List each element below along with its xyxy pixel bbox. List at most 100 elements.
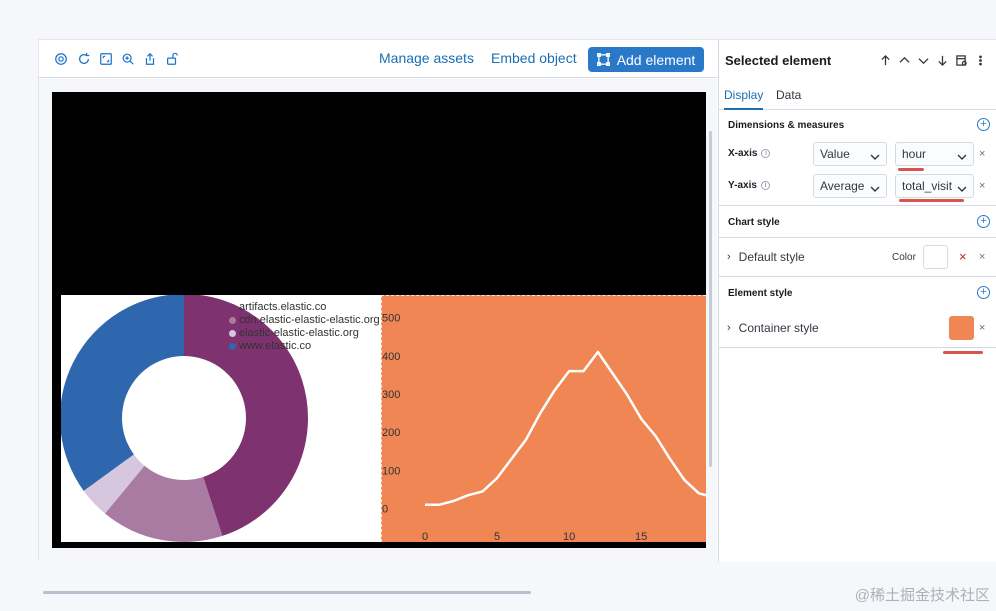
y-axis-label-text: Y-axis — [728, 180, 757, 191]
legend-item: elastic-elastic-elastic.org — [229, 327, 380, 340]
x-axis-label: X-axis i — [728, 148, 771, 159]
legend-swatch — [229, 317, 236, 324]
workpad-page[interactable]: artifacts.elastic.co cdn.elastic-elastic… — [52, 92, 714, 548]
tab-display[interactable]: Display — [724, 88, 764, 110]
color-swatch[interactable] — [923, 245, 948, 269]
chart-style-heading: Chart style — [728, 217, 780, 228]
vertical-scrollbar[interactable] — [709, 131, 712, 467]
legend-item: www.elastic.co — [229, 340, 380, 353]
remove-x-axis-icon[interactable]: × — [979, 148, 986, 160]
watermark: @稀土掘金技术社区 — [854, 587, 990, 604]
more-options-icon[interactable] — [974, 54, 987, 67]
info-icon[interactable]: i — [761, 149, 771, 158]
legend-item: artifacts.elastic.co — [229, 301, 380, 314]
x-tick-label: 0 — [422, 531, 428, 542]
y-axis-label: Y-axis i — [728, 180, 770, 191]
container-color-swatch[interactable] — [949, 316, 974, 340]
y-axis-field-value: total_visit — [902, 179, 953, 193]
default-style-label: Default style — [738, 250, 805, 264]
chevron-down-icon — [957, 150, 967, 160]
sidebar-title: Selected element — [725, 53, 832, 68]
x-axis-field-select[interactable]: hour — [895, 142, 974, 166]
line-chart-element[interactable]: 0 100 200 300 400 500 0 5 10 15 — [381, 295, 714, 543]
add-chart-style-icon[interactable]: + — [977, 215, 990, 228]
element-icon — [596, 53, 610, 66]
remove-y-axis-icon[interactable]: × — [979, 180, 986, 192]
legend-label: cdn.elastic-elastic-elastic.org — [239, 314, 380, 326]
chevron-right-icon: › — [727, 322, 731, 334]
series-line — [425, 350, 714, 506]
x-axis-function-select[interactable]: Value — [813, 142, 887, 166]
element-style-section: Element style + › Container style × — [719, 277, 996, 354]
legend-swatch — [229, 304, 236, 311]
canvas-editor: Manage assets Embed object Add element a… — [38, 39, 996, 594]
y-tick-label: 400 — [382, 351, 400, 363]
horizontal-scrollbar[interactable] — [43, 591, 531, 594]
pie-slice — [83, 454, 145, 514]
container-style-toggle[interactable]: › Container style — [727, 321, 819, 335]
add-element-style-icon[interactable]: + — [977, 286, 990, 299]
pie-slice — [104, 465, 223, 542]
workpad-toolbar: Manage assets Embed object Add element — [39, 40, 717, 78]
refresh-icon[interactable] — [76, 51, 92, 67]
embed-object-link[interactable]: Embed object — [491, 50, 577, 66]
add-element-label: Add element — [616, 51, 696, 68]
remove-container-style-icon[interactable]: × — [979, 322, 986, 334]
y-axis-field-select[interactable]: total_visit — [895, 174, 974, 198]
share-icon[interactable] — [142, 51, 158, 67]
pie-slice — [60, 294, 184, 491]
container-style-label: Container style — [738, 321, 819, 335]
remove-style-icon[interactable]: × — [979, 251, 986, 263]
legend-label: artifacts.elastic.co — [239, 301, 327, 313]
dimensions-section: Dimensions & measures + X-axis i Value h… — [719, 110, 996, 206]
legend-label: elastic-elastic-elastic.org — [239, 327, 359, 339]
legend-swatch — [229, 330, 236, 337]
y-axis-function-value: Average — [820, 179, 865, 193]
x-tick-label: 10 — [563, 531, 575, 542]
y-axis-function-select[interactable]: Average — [813, 174, 887, 198]
donut-legend: artifacts.elastic.co cdn.elastic-elastic… — [229, 301, 380, 353]
save-element-icon[interactable] — [955, 54, 968, 67]
sidebar: Selected element Display Data Dimensions… — [718, 40, 996, 562]
element-actions — [879, 54, 987, 67]
x-axis-field-value: hour — [902, 147, 927, 161]
x-axis-function-value: Value — [820, 147, 850, 161]
fullscreen-icon[interactable] — [98, 51, 114, 67]
clear-color-icon[interactable]: × — [959, 249, 967, 264]
annotation-underline — [943, 351, 983, 354]
chevron-up-icon[interactable] — [898, 54, 911, 67]
default-style-toggle[interactable]: › Default style — [727, 250, 805, 264]
legend-item: cdn.elastic-elastic-elastic.org — [229, 314, 380, 327]
zoom-icon[interactable] — [120, 51, 136, 67]
arrow-down-icon[interactable] — [936, 54, 949, 67]
annotation-underline — [898, 168, 924, 171]
chevron-down-icon — [870, 182, 880, 192]
donut-chart-element[interactable]: artifacts.elastic.co cdn.elastic-elastic… — [60, 294, 381, 542]
arrow-up-icon[interactable] — [879, 54, 892, 67]
y-tick-label: 0 — [382, 504, 388, 516]
y-tick-label: 100 — [382, 465, 400, 477]
chevron-down-icon[interactable] — [917, 54, 930, 67]
element-style-heading: Element style — [728, 288, 793, 299]
chevron-down-icon — [870, 150, 880, 160]
annotation-underline — [899, 199, 964, 202]
y-tick-label: 300 — [382, 389, 400, 401]
legend-swatch — [229, 343, 236, 350]
workpad-area: artifacts.elastic.co cdn.elastic-elastic… — [39, 79, 717, 594]
unlock-icon[interactable] — [164, 51, 180, 67]
color-label: Color — [892, 252, 916, 263]
y-tick-label: 500 — [382, 313, 400, 325]
chevron-down-icon — [957, 182, 967, 192]
info-icon[interactable]: i — [760, 181, 770, 190]
add-dimension-icon[interactable]: + — [977, 118, 990, 131]
manage-assets-link[interactable]: Manage assets — [379, 50, 474, 66]
gear-icon[interactable] — [53, 51, 69, 67]
add-element-button[interactable]: Add element — [588, 47, 704, 72]
sidebar-tabs: Display Data — [719, 84, 996, 110]
legend-label: www.elastic.co — [239, 340, 312, 352]
tab-data[interactable]: Data — [776, 88, 802, 102]
y-tick-label: 200 — [382, 427, 400, 439]
pie-slice — [184, 294, 308, 536]
divider — [719, 237, 996, 238]
x-tick-label: 15 — [635, 531, 647, 542]
